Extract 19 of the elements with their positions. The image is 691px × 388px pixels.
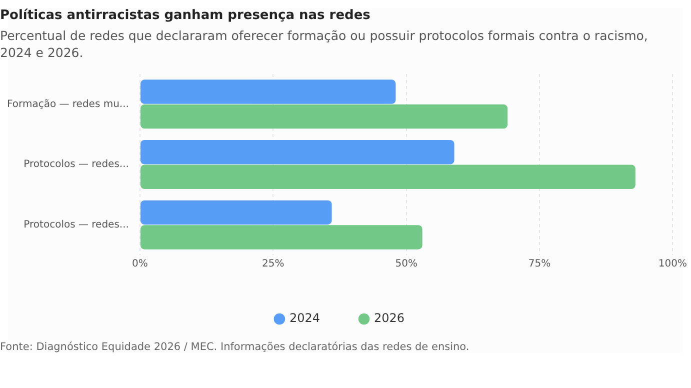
bar	[140, 164, 636, 189]
x-tick-label: 25%	[262, 258, 284, 270]
y-tick-label: Formação — redes mu...	[7, 98, 129, 110]
bar	[140, 80, 396, 104]
legend-label: 2026	[374, 311, 405, 326]
x-tick-label: 50%	[395, 258, 418, 270]
chart-subtitle: Percentual de redes que declararam oferecer formação ou possuir protocolos formais contra o racismo, 2024 e 2026.	[0, 27, 649, 61]
x-tick-label: 0%	[132, 258, 148, 270]
legend-label: 2024	[289, 311, 320, 326]
x-tick-label: 100%	[658, 258, 687, 270]
bar	[140, 104, 508, 129]
source-note: Fonte: Diagnóstico Equidade 2026 / MEC. Informações declaratórias das redes de ensino.	[0, 341, 470, 353]
bar	[140, 200, 332, 225]
bar	[140, 225, 422, 250]
bar	[140, 140, 454, 164]
y-tick-label: Protocolos — redes...	[24, 159, 129, 170]
chart-title: Políticas antirracistas ganham presença nas redes	[0, 8, 372, 23]
y-tick-label: Protocolos — redes...	[24, 219, 129, 230]
x-tick-label: 75%	[528, 258, 551, 270]
